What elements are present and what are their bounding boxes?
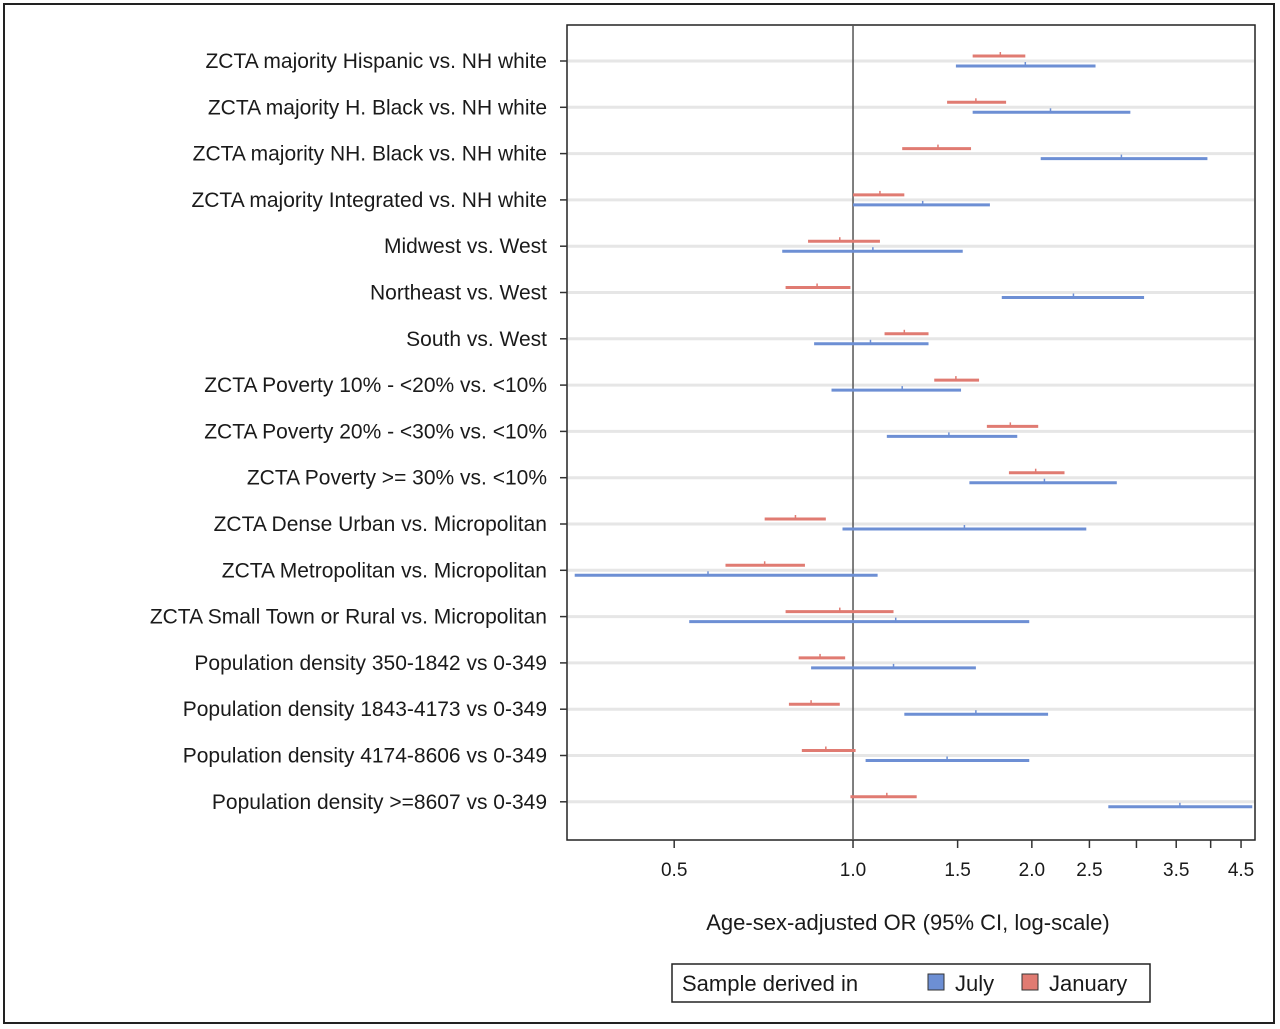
legend-swatch-july <box>927 973 945 991</box>
ci-january-zcta-dense-urban-vs-micropolitan <box>764 515 826 521</box>
legend-label-january: January <box>1049 971 1127 996</box>
category-label-northeast-vs-west: Northeast vs. West <box>370 282 547 305</box>
ci-july-zcta-poverty-30-vs-10 <box>969 478 1117 485</box>
x-tick-label: 1.5 <box>944 860 970 881</box>
ci-july-zcta-small-town-or-rural-vs-micropolitan <box>689 617 1030 624</box>
ci-january-zcta-majority-integrated-vs-nh-white <box>853 190 905 197</box>
category-label-zcta-poverty-20-30-vs-10: ZCTA Poverty 20% - <30% vs. <10% <box>204 420 547 443</box>
category-label-zcta-majority-h-black-vs-nh-white: ZCTA majority H. Black vs. NH white <box>208 96 547 119</box>
category-label-zcta-poverty-10-20-vs-10: ZCTA Poverty 10% - <20% vs. <10% <box>204 374 547 397</box>
ci-july-south-vs-west <box>814 339 929 346</box>
category-label-zcta-majority-nh-black-vs-nh-white: ZCTA majority NH. Black vs. NH white <box>193 143 547 166</box>
ci-july-population-density-4174-8606-vs-0-349 <box>865 756 1030 762</box>
ci-january-population-density-4174-8606-vs-0-349 <box>801 746 856 752</box>
figure-frame <box>3 3 1275 1024</box>
ci-january-zcta-majority-hispanic-vs-nh-white <box>972 52 1026 58</box>
ci-january-zcta-poverty-10-20-vs-10 <box>934 376 980 382</box>
category-label-zcta-majority-hispanic-vs-nh-white: ZCTA majority Hispanic vs. NH white <box>205 50 547 73</box>
ci-january-zcta-poverty-20-30-vs-10 <box>986 422 1039 428</box>
category-label-zcta-dense-urban-vs-micropolitan: ZCTA Dense Urban vs. Micropolitan <box>214 513 547 536</box>
x-tick-label: 3.5 <box>1163 860 1189 881</box>
x-tick-label: 1.0 <box>840 860 866 881</box>
plot-area-border <box>566 24 1256 841</box>
category-label-population-density-4174-8606-vs-0-349: Population density 4174-8606 vs 0-349 <box>183 745 547 768</box>
x-axis-ticks: 0.5 1.0 1.5 2.0 2.5 3.5 4.5 <box>661 840 1254 881</box>
ci-july-zcta-poverty-10-20-vs-10 <box>831 386 962 392</box>
ci-january-northeast-vs-west <box>785 283 851 289</box>
ci-january-population-density-1843-4173-vs-0-349 <box>788 700 840 706</box>
ci-january-population-density-350-1842-vs-0-349 <box>798 653 846 660</box>
category-label-population-density-350-1842-vs-0-349: Population density 350-1842 vs 0-349 <box>194 652 547 675</box>
ci-july-zcta-dense-urban-vs-micropolitan <box>842 525 1087 531</box>
x-tick-label: 4.5 <box>1228 860 1254 881</box>
ci-july-population-density-8607-vs-0-349 <box>1108 802 1253 809</box>
confidence-intervals <box>574 52 1253 809</box>
x-tick-label: 2.0 <box>1019 860 1045 881</box>
x-tick-label: 0.5 <box>661 860 687 881</box>
ci-july-zcta-majority-integrated-vs-nh-white <box>853 200 990 207</box>
category-label-zcta-poverty-30-vs-10: ZCTA Poverty >= 30% vs. <10% <box>247 467 547 490</box>
category-label-population-density-1843-4173-vs-0-349: Population density 1843-4173 vs 0-349 <box>183 698 547 721</box>
ci-july-zcta-metropolitan-vs-micropolitan <box>574 571 878 577</box>
ci-january-zcta-poverty-30-vs-10 <box>1008 468 1065 475</box>
x-axis-title: Age-sex-adjusted OR (95% CI, log-scale) <box>706 910 1110 935</box>
ci-july-zcta-majority-nh-black-vs-nh-white <box>1040 154 1208 161</box>
ci-july-population-density-350-1842-vs-0-349 <box>811 663 976 670</box>
category-label-midwest-vs-west: Midwest vs. West <box>384 235 547 258</box>
ci-january-zcta-small-town-or-rural-vs-micropolitan <box>785 607 894 614</box>
ci-july-population-density-1843-4173-vs-0-349 <box>904 710 1049 716</box>
ci-july-northeast-vs-west <box>1001 293 1145 299</box>
legend-swatch-january <box>1021 973 1039 991</box>
category-labels: ZCTA majority Hispanic vs. NH white ZCTA … <box>150 50 547 814</box>
ci-july-zcta-poverty-20-30-vs-10 <box>886 432 1018 438</box>
x-tick-label: 2.5 <box>1076 860 1102 881</box>
ci-january-south-vs-west <box>884 329 929 336</box>
legend-label-july: July <box>955 971 994 996</box>
category-label-zcta-majority-integrated-vs-nh-white: ZCTA majority Integrated vs. NH white <box>191 189 547 212</box>
category-label-population-density-8607-vs-0-349: Population density >=8607 vs 0-349 <box>212 791 547 814</box>
ci-january-midwest-vs-west <box>808 237 880 243</box>
ci-january-zcta-majority-h-black-vs-nh-white <box>947 98 1007 104</box>
gridlines <box>560 59 1254 804</box>
ci-july-midwest-vs-west <box>782 247 963 253</box>
ci-july-zcta-majority-hispanic-vs-nh-white <box>955 62 1096 68</box>
ci-january-zcta-metropolitan-vs-micropolitan <box>725 561 805 567</box>
category-label-zcta-small-town-or-rural-vs-micropolitan: ZCTA Small Town or Rural vs. Micropolita… <box>150 606 547 629</box>
legend: Sample derived in July January <box>671 963 1151 1003</box>
category-label-zcta-metropolitan-vs-micropolitan: ZCTA Metropolitan vs. Micropolitan <box>222 559 547 582</box>
ci-january-zcta-majority-nh-black-vs-nh-white <box>902 144 972 151</box>
ci-july-zcta-majority-h-black-vs-nh-white <box>972 108 1131 114</box>
ci-january-population-density-8607-vs-0-349 <box>850 792 917 799</box>
category-label-south-vs-west: South vs. West <box>406 328 547 351</box>
legend-box <box>671 963 1151 1003</box>
legend-title: Sample derived in <box>682 971 858 996</box>
